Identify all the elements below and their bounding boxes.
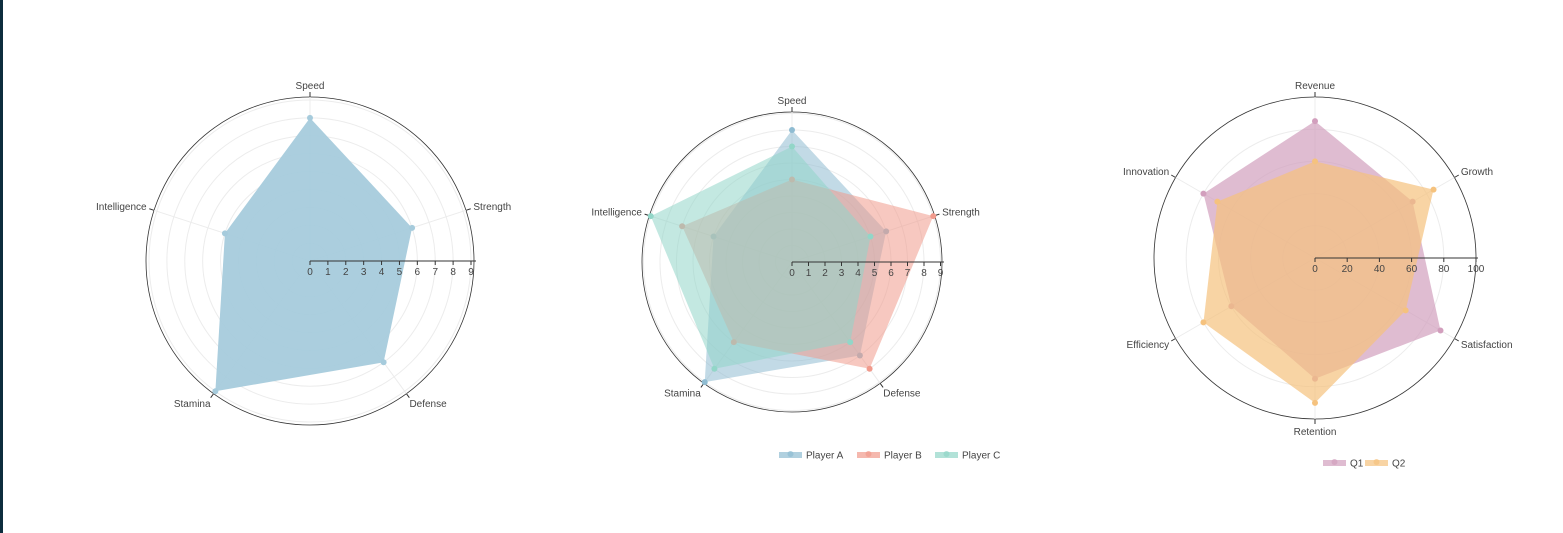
data-point <box>930 213 937 220</box>
axis-label: Speed <box>778 96 807 107</box>
legend-label: Q2 <box>1392 459 1406 470</box>
axis-label: Intelligence <box>96 202 147 213</box>
data-point <box>867 233 874 240</box>
legend-item-1[interactable]: Q1 <box>1323 459 1364 470</box>
axis-label: Defense <box>409 399 447 410</box>
radial-tick-label: 5 <box>872 268 878 279</box>
data-point <box>221 230 228 237</box>
radial-tick-label: 80 <box>1438 264 1450 275</box>
radar-chart-1: Speed Strength Defense Stamina Intelligence 0… <box>96 81 511 426</box>
data-point <box>380 359 387 366</box>
radial-tick-label: 100 <box>1468 264 1485 275</box>
radar-chart-2: Speed Strength Defense Stamina Intelligence 0… <box>591 96 1000 462</box>
legend-marker <box>865 451 872 457</box>
axis-tick <box>1170 174 1176 178</box>
legend-item-2[interactable]: Player B <box>857 451 922 462</box>
legend-item-1[interactable]: Player A <box>779 451 844 462</box>
data-point <box>1200 190 1207 197</box>
radial-tick-label: 1 <box>325 267 331 278</box>
axis-label: Growth <box>1461 167 1493 178</box>
axis-tick <box>879 383 884 388</box>
data-point <box>1200 319 1207 326</box>
data-point <box>1402 307 1409 314</box>
legend-marker <box>787 451 794 457</box>
data-point <box>789 127 795 133</box>
radial-tick-label: 6 <box>415 267 421 278</box>
radial-tick-label: 40 <box>1374 264 1386 275</box>
axis-label: Strength <box>473 202 511 213</box>
radial-tick-label: 1 <box>806 268 812 279</box>
series-area-1 <box>215 117 413 392</box>
axis-tick <box>465 208 471 211</box>
axis-label: Revenue <box>1295 81 1335 92</box>
radial-tick-label: 0 <box>789 268 795 279</box>
data-point <box>1437 327 1444 334</box>
data-point <box>212 388 219 395</box>
radial-tick-label: 3 <box>839 268 845 279</box>
radial-tick-label: 7 <box>432 267 438 278</box>
axis-label: Intelligence <box>591 207 642 218</box>
radial-tick-label: 3 <box>361 267 367 278</box>
legend-marker <box>943 451 950 457</box>
radial-tick-label: 60 <box>1406 264 1418 275</box>
data-point <box>1312 118 1318 125</box>
axis-label: Efficiency <box>1127 340 1170 351</box>
axis-label: Stamina <box>174 399 211 410</box>
data-point <box>1214 198 1221 205</box>
axis-label: Defense <box>883 389 921 400</box>
left-edge-bar <box>0 0 3 533</box>
radial-tick-label: 0 <box>307 267 313 278</box>
radial-tick-label: 8 <box>450 267 456 278</box>
legend-label: Player C <box>962 451 1000 462</box>
radial-tick-label: 20 <box>1342 264 1354 275</box>
axis-tick <box>149 208 155 211</box>
radial-tick-label: 7 <box>905 268 911 279</box>
legend-label: Player B <box>884 451 922 462</box>
axis-label: Stamina <box>664 389 701 400</box>
radial-tick-label: 0 <box>1312 264 1318 275</box>
radial-tick-label: 5 <box>397 267 403 278</box>
axis-label: Speed <box>296 81 325 92</box>
radial-tick-label: 2 <box>343 267 349 278</box>
data-point <box>789 143 795 150</box>
axis-label: Retention <box>1294 427 1337 438</box>
axis-tick <box>405 393 410 399</box>
data-point <box>1430 186 1437 193</box>
data-point <box>307 114 313 121</box>
axis-label: Innovation <box>1123 167 1169 178</box>
data-point <box>711 365 718 372</box>
legend-marker <box>1331 459 1338 465</box>
axis-tick <box>210 393 215 399</box>
series-area-2 <box>1203 161 1434 403</box>
legend-item-3[interactable]: Player C <box>935 451 1000 462</box>
axis-tick <box>1454 174 1460 178</box>
legend-item-2[interactable]: Q2 <box>1365 459 1406 470</box>
radial-tick-label: 2 <box>822 268 828 279</box>
axis-label: Strength <box>942 207 980 218</box>
legend-marker <box>1373 459 1380 465</box>
radial-tick-label: 4 <box>379 267 385 278</box>
radial-tick-label: 4 <box>855 268 861 279</box>
data-point <box>647 213 654 220</box>
data-point <box>1312 399 1318 406</box>
axis-tick <box>1454 338 1460 342</box>
radar-chart-3: Revenue Growth Satisfaction Retention Effici… <box>1123 81 1513 470</box>
radial-tick-label: 9 <box>938 268 944 279</box>
axis-label: Satisfaction <box>1461 340 1513 351</box>
series-area-3 <box>650 146 871 369</box>
radial-tick-label: 8 <box>921 268 927 279</box>
data-point <box>847 339 854 346</box>
data-point <box>866 365 873 372</box>
data-point <box>1312 158 1318 165</box>
legend-label: Q1 <box>1350 459 1364 470</box>
data-point <box>409 224 416 231</box>
legend-label: Player A <box>806 451 844 462</box>
data-point <box>701 379 708 386</box>
radial-tick-label: 9 <box>468 267 474 278</box>
radial-tick-label: 6 <box>888 268 894 279</box>
axis-tick <box>1170 338 1176 342</box>
